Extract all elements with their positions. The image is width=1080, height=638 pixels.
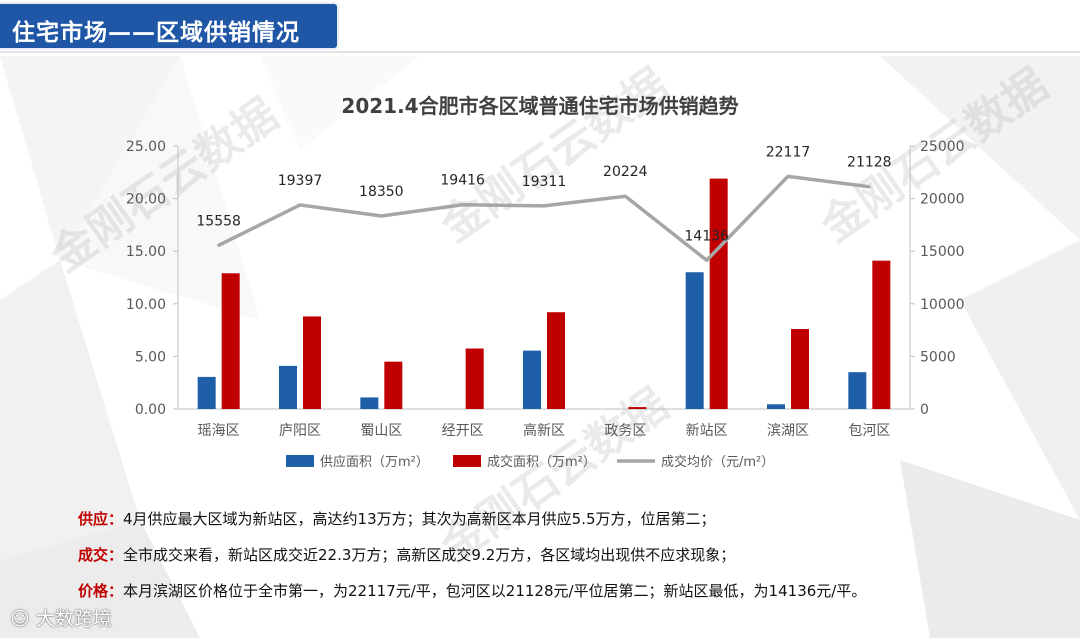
brand-name: 大数跨境: [35, 608, 112, 630]
note-text-price: 本月滨湖区价格位于全市第一，为22117元/平，包河区以21128元/平位居第二…: [123, 582, 867, 600]
price-data-label: 19416: [440, 173, 485, 189]
price-data-label: 18350: [359, 184, 404, 200]
left-tick-label: 25.00: [126, 139, 166, 155]
note-text-supply: 4月供应最大区域为新站区，高达约13万方；其次为高新区本月供应5.5万方，位居第…: [123, 510, 716, 528]
combo-chart: 2021.4合肥市各区域普通住宅市场供销趋势 0.00 5.00 10.00 15.00…: [126, 94, 965, 470]
note-key-supply: 供应：: [78, 510, 124, 528]
right-tick-label: 5000: [920, 349, 956, 365]
price-data-label: 19397: [278, 173, 323, 189]
price-data-label: 15558: [196, 213, 241, 229]
commentary-notes: 供应：4月供应最大区域为新站区，高达约13万方；其次为高新区本月供应5.5万方，…: [78, 506, 1038, 614]
price-point: [461, 203, 465, 207]
bar-deal: [221, 273, 240, 409]
bar-supply: [360, 397, 379, 409]
price-data-label: 14136: [684, 228, 729, 244]
x-tick-label: 滨湖区: [767, 423, 809, 439]
bar-supply: [523, 350, 541, 409]
x-tick-label: 政务区: [604, 423, 646, 439]
legend-supply-swatch: [286, 455, 314, 467]
bar-supply: [685, 272, 704, 409]
price-data-label: 22117: [766, 144, 811, 160]
left-tick-label: 5.00: [135, 349, 166, 365]
x-tick-label: 经开区: [442, 423, 484, 439]
right-tick-label: 0: [920, 402, 929, 418]
legend-price-label: 成交均价（元/m²）: [661, 454, 774, 470]
page-title: 住宅市场——区域供销情况: [12, 20, 300, 46]
price-data-label: 21128: [847, 155, 892, 171]
header-divider: [0, 51, 1080, 53]
bar-deal: [628, 407, 647, 409]
left-tick-label: 0.00: [135, 402, 166, 418]
x-tick-label: 庐阳区: [279, 423, 321, 439]
bar-deal: [547, 312, 565, 409]
bar-deal: [465, 348, 484, 409]
price-point: [786, 174, 790, 178]
right-tick-label: 15000: [920, 244, 965, 260]
right-tick-label: 20000: [920, 192, 965, 208]
price-point: [379, 214, 383, 218]
x-tick-label: 包河区: [848, 423, 890, 439]
right-tick-label: 10000: [920, 297, 965, 313]
price-data-label: 19311: [522, 174, 567, 190]
bar-deal: [791, 329, 809, 409]
price-point: [705, 258, 709, 262]
price-point: [298, 203, 302, 207]
bar-supply: [767, 404, 785, 409]
note-key-price: 价格：: [78, 582, 124, 600]
price-point: [217, 243, 221, 247]
x-tick-label: 高新区: [523, 422, 565, 439]
note-key-deal: 成交：: [78, 546, 124, 564]
left-tick-label: 15.00: [126, 244, 166, 260]
legend-deal-swatch: [453, 455, 481, 467]
bar-deal: [709, 178, 728, 409]
legend-deal-label: 成交面积（万m²）: [487, 454, 596, 470]
left-tick-label: 20.00: [126, 192, 166, 208]
note-price: 价格：本月滨湖区价格位于全市第一，为22117元/平，包河区以21128元/平位…: [78, 578, 1038, 614]
brand-logo: ☺ 大数跨境: [10, 608, 112, 630]
price-point: [867, 185, 871, 189]
x-tick-label: 瑶海区: [198, 423, 240, 439]
price-point: [542, 204, 546, 208]
bar-supply: [279, 365, 297, 409]
header-title-box: 住宅市场——区域供销情况: [0, 4, 337, 48]
left-tick-label: 10.00: [126, 297, 166, 313]
price-data-label: 20224: [603, 164, 648, 180]
x-tick-label: 新站区: [686, 423, 728, 439]
bar-deal: [384, 361, 403, 409]
bar-deal: [872, 260, 891, 409]
chart-title: 2021.4合肥市各区域普通住宅市场供销趋势: [341, 94, 738, 118]
bar-deal: [303, 316, 321, 409]
x-tick-label: 蜀山区: [360, 423, 402, 439]
note-deal: 成交：全市成交来看，新站区成交近22.3万方；高新区成交9.2万方，各区域均出现…: [78, 542, 1038, 578]
bar-supply: [848, 372, 867, 409]
note-supply: 供应：4月供应最大区域为新站区，高达约13万方；其次为高新区本月供应5.5万方，…: [78, 506, 1038, 542]
price-point: [623, 194, 627, 198]
legend-supply-label: 供应面积（万m²）: [320, 454, 429, 470]
right-tick-label: 25000: [920, 139, 965, 155]
note-text-deal: 全市成交来看，新站区成交近22.3万方；高新区成交9.2万方，各区域均出现供不应…: [123, 546, 736, 564]
bar-supply: [197, 376, 216, 409]
